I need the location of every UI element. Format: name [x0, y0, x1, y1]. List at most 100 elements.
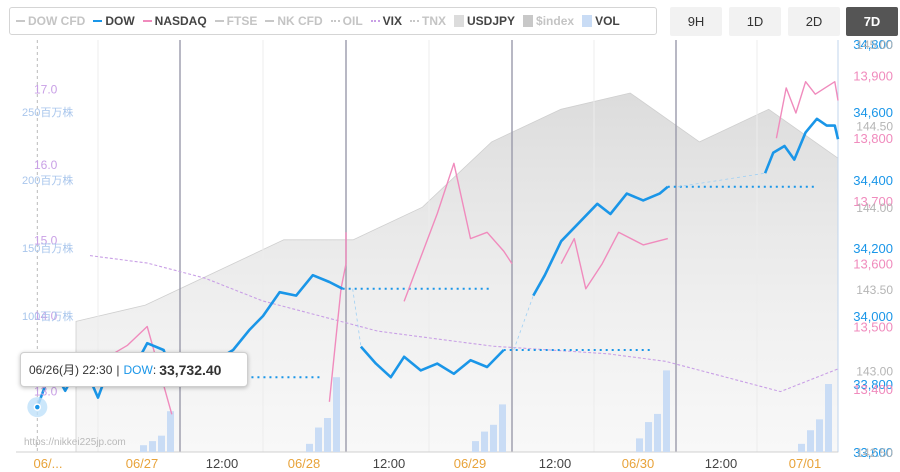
volume-bar	[315, 427, 322, 452]
vol-tick-label: 200百万株	[22, 173, 73, 187]
nasdaq-tick-label: 13,700	[853, 194, 893, 209]
usdjpy-tick-label: 144.00	[856, 201, 893, 215]
volume-bar	[333, 377, 340, 452]
tooltip-series: DOW	[123, 362, 153, 377]
nasdaq-line	[560, 231, 668, 290]
volume-bar	[158, 435, 165, 452]
tooltip-value: 33,732.40	[159, 361, 222, 378]
tooltip-colon: :	[152, 362, 157, 377]
dow-line	[532, 185, 669, 297]
dow-line	[763, 117, 840, 174]
volume-bar	[645, 422, 652, 452]
tooltip-separator: |	[116, 362, 120, 377]
legend-label: DOW CFD	[28, 14, 86, 28]
dow-line	[359, 345, 505, 379]
cursor-dot	[33, 403, 42, 411]
legend-swatch	[523, 15, 534, 27]
dow-tick-label: 34,400	[853, 173, 893, 188]
period-7d-button[interactable]: 7D	[846, 7, 898, 36]
usdjpy-tick-label: 145.00	[856, 38, 893, 52]
volume-bar	[499, 404, 506, 452]
legend-swatch	[16, 20, 25, 22]
legend-dow-cfd[interactable]: DOW CFD	[16, 14, 85, 28]
legend-swatch	[265, 20, 275, 22]
volume-bar	[490, 424, 497, 452]
usdjpy-tick-label: 143.50	[856, 283, 893, 297]
legend-label: USDJPY	[467, 14, 516, 28]
legend-label: VIX	[382, 14, 403, 28]
legend-label: OIL	[342, 14, 363, 28]
volume-bar	[798, 443, 805, 452]
vix-tick-label: 13.0	[34, 385, 58, 399]
legend-swatch	[330, 20, 340, 22]
dow-tick-label: 33,600	[853, 445, 893, 460]
x-tick-label: 12:00	[373, 456, 406, 471]
legend-swatch	[142, 20, 152, 22]
volume-bar	[825, 384, 832, 452]
usdjpy-tick-label: 143.00	[856, 364, 893, 378]
volume-bar	[472, 441, 479, 452]
dow-tick-label: 33,800	[853, 377, 893, 392]
volume-bar	[306, 443, 313, 452]
nasdaq-tick-label: 13,600	[853, 257, 893, 272]
usdjpy-tick-label: 144.50	[856, 120, 893, 134]
legend-label: NASDAQ	[154, 14, 207, 28]
volume-bar	[807, 430, 814, 452]
legend-nk-cfd[interactable]: NK CFD	[265, 14, 323, 28]
legend-usdjpy[interactable]: USDJPY	[454, 14, 515, 28]
legend-vol[interactable]: VOL	[582, 14, 620, 28]
volume-bar	[140, 445, 147, 452]
vol-tick-label: 100百万株	[22, 309, 73, 323]
nasdaq-line	[775, 81, 839, 139]
volume-bar	[167, 411, 174, 452]
dow-gap-connector	[352, 288, 362, 347]
legend-tnx[interactable]: TNX	[410, 14, 446, 28]
nasdaq-tick-label: 13,400	[853, 382, 893, 397]
dow-tick-label: 34,000	[853, 309, 893, 324]
x-tick-label: 06/29	[454, 456, 487, 471]
period-9h-button[interactable]: 9H	[670, 7, 722, 36]
dow-gap-connector	[513, 295, 534, 351]
nasdaq-line	[403, 162, 513, 302]
volume-bar	[149, 441, 156, 452]
legend-swatch	[370, 20, 380, 22]
legend-vix[interactable]: VIX	[370, 14, 403, 28]
volume-bar	[663, 370, 670, 452]
vol-tick-label: 150百万株	[22, 241, 73, 255]
vix-tick-label: 14.0	[34, 309, 58, 323]
x-tick-label: 06/27	[126, 456, 159, 471]
tooltip-time: 06/26(月) 22:30	[29, 363, 113, 377]
x-tick-label: 12:00	[206, 456, 239, 471]
legend-swatch	[93, 20, 103, 22]
x-tick-label: 12:00	[705, 456, 738, 471]
legend-label: TNX	[422, 14, 447, 28]
dow-tick-label: 34,600	[853, 105, 893, 120]
nasdaq-tick-label: 13,900	[853, 68, 893, 83]
legend-oil[interactable]: OIL	[330, 14, 363, 28]
legend-nasdaq[interactable]: NASDAQ	[142, 14, 207, 28]
legend-dow[interactable]: DOW	[93, 14, 135, 28]
x-tick-label: 12:00	[539, 456, 572, 471]
hover-tooltip: 06/26(月) 22:30 | DOW : 33,732.40	[20, 352, 248, 387]
usdjpy-tick-label: 142.50	[856, 446, 893, 460]
legend-label: NK CFD	[277, 14, 323, 28]
x-tick-label: 07/01	[789, 456, 822, 471]
legend-swatch	[582, 15, 593, 27]
vix-line	[89, 255, 839, 393]
vix-tick-label: 16.0	[34, 158, 58, 172]
volume-bar	[481, 431, 488, 452]
dow-tick-label: 34,200	[853, 241, 893, 256]
legend-label: FTSE	[226, 14, 258, 28]
volume-bar	[324, 418, 331, 452]
legend-index[interactable]: $index	[523, 14, 574, 28]
legend-label: DOW	[105, 14, 135, 28]
x-tick-label: 06/28	[288, 456, 321, 471]
vix-tick-label: 17.0	[34, 82, 58, 96]
period-1d-button[interactable]: 1D	[729, 7, 781, 36]
legend-ftse[interactable]: FTSE	[214, 14, 258, 28]
nasdaq-tick-label: 13,500	[853, 319, 893, 334]
legend-swatch	[454, 15, 465, 27]
period-2d-button[interactable]: 2D	[788, 7, 840, 36]
legend-swatch	[410, 20, 420, 22]
